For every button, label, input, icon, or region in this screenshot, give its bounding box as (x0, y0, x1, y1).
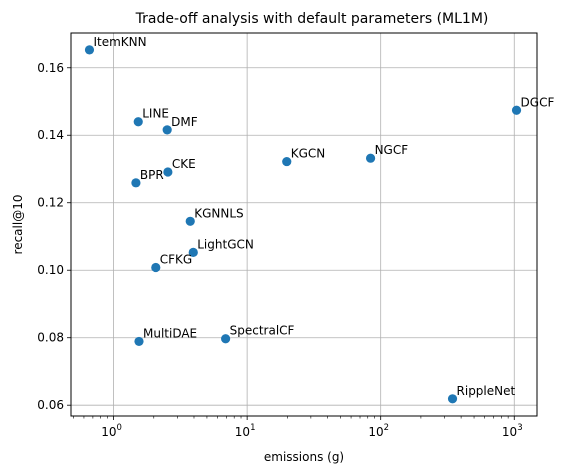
y-axis-label: recall@10 (11, 195, 25, 255)
point-lightgcn (188, 247, 198, 257)
point-ngcf (365, 153, 376, 163)
point-label-cke: CKE (172, 157, 196, 171)
y-tick-label: 0.16 (37, 61, 64, 75)
y-tick-label: 0.08 (37, 331, 64, 345)
y-tick-label: 0.10 (37, 263, 64, 277)
point-label-lightgcn: LightGCN (197, 237, 254, 251)
point-multidae (134, 336, 144, 347)
chart-title: Trade-off analysis with default paramete… (135, 11, 489, 27)
point-kgnnls (185, 216, 195, 226)
point-label-itemknn: ItemKNN (93, 35, 146, 49)
point-cke (163, 167, 173, 177)
point-bpr (131, 178, 141, 188)
point-label-multidae: MultiDAE (143, 326, 197, 340)
point-dmf (162, 125, 172, 135)
data-points (84, 45, 522, 404)
point-cfkg (151, 262, 161, 273)
x-tick-label: 101 (235, 423, 256, 439)
point-label-ripplenet: RippleNet (457, 384, 516, 398)
point-label-kgcn: KGCN (291, 147, 326, 161)
plot-frame (70, 32, 538, 417)
point-itemknn (84, 45, 95, 55)
point-label-kgnnls: KGNNLS (194, 206, 243, 220)
point-label-line: LINE (142, 107, 169, 121)
point-label-cfkg: CFKG (160, 253, 192, 267)
point-dgcf (511, 105, 522, 115)
point-label-ngcf: NGCF (375, 143, 409, 157)
y-tick-label: 0.06 (37, 398, 64, 412)
y-tick-label: 0.14 (37, 128, 64, 142)
point-label-spectralcf: SpectralCF (230, 324, 295, 338)
point-label-bpr: BPR (140, 168, 164, 182)
y-tick-label: 0.12 (37, 196, 64, 210)
axis-ticks: 100 101 102 103 0.06 0.08 0.10 0.12 0.14 0.16 (37, 61, 522, 439)
x-tick-label: 102 (368, 423, 389, 439)
point-spectralcf (221, 334, 231, 344)
point-kgcn (282, 156, 292, 167)
x-tick-label: 100 (101, 423, 122, 439)
point-ripplenet (447, 394, 458, 404)
point-line (133, 117, 143, 127)
grid (71, 33, 537, 416)
point-label-dmf: DMF (171, 115, 198, 129)
x-axis-label: emissions (g) (264, 450, 344, 464)
x-tick-label: 103 (502, 423, 523, 439)
